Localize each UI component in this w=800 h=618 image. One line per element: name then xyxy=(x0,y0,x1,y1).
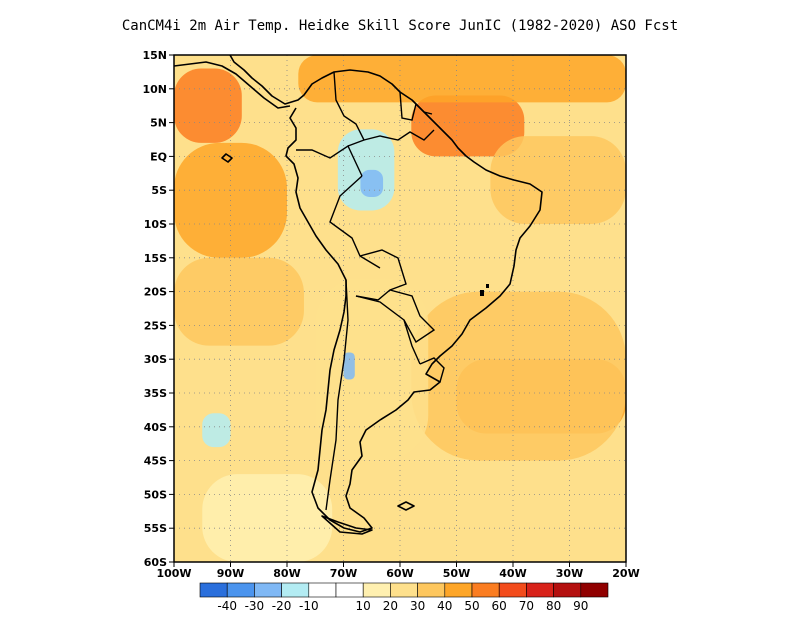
lon-tick-label: 100W xyxy=(156,567,191,580)
border-argentina-north xyxy=(355,295,421,365)
colorbar-swatch xyxy=(390,582,418,598)
border-colombia-venezuela xyxy=(333,71,365,147)
colorbar-swatch xyxy=(254,582,282,598)
lon-tick-label: 30W xyxy=(556,567,583,580)
graticule xyxy=(174,55,626,562)
skill-region xyxy=(174,68,242,143)
border-paraguay xyxy=(389,289,436,344)
skill-region xyxy=(298,55,626,103)
colorbar-swatch xyxy=(553,582,582,598)
lat-tick-label: 10S xyxy=(144,218,167,231)
central-america-coastline xyxy=(174,61,291,109)
colorbar-swatch xyxy=(526,582,554,598)
skill-region xyxy=(315,278,429,461)
lon-tick-label: 50W xyxy=(443,567,470,580)
lat-tick-label: 15N xyxy=(142,49,167,62)
skill-region xyxy=(337,129,395,211)
lon-tick-label: 60W xyxy=(386,567,413,580)
border-colombia-peru xyxy=(296,144,363,177)
colorbar-label: 40 xyxy=(437,599,452,613)
colorbar-label: 20 xyxy=(383,599,398,613)
border-bolivia xyxy=(355,249,407,301)
lat-tick-label: 50S xyxy=(144,488,167,501)
colorbar-label: 70 xyxy=(519,599,534,613)
lat-tick-label: 30S xyxy=(144,353,167,366)
plot-area xyxy=(174,55,626,562)
colorbar-label: 10 xyxy=(356,599,371,613)
colorbar-label: -10 xyxy=(299,599,319,613)
colorbar-swatch xyxy=(580,582,609,598)
skill-region xyxy=(202,474,333,562)
skill-region xyxy=(411,291,626,461)
skill-region xyxy=(174,257,304,346)
tierra-del-fuego xyxy=(321,515,373,535)
lon-tick-label: 20W xyxy=(612,567,639,580)
lon-tick-label: 90W xyxy=(217,567,244,580)
lon-tick-label: 80W xyxy=(273,567,300,580)
colorbar-label: -40 xyxy=(217,599,237,613)
colorbar-swatch xyxy=(226,582,255,598)
longitude-tick-labels: 100W 90W 80W 70W 60W 50W 40W 30W 20W xyxy=(156,562,640,580)
lat-tick-label: 5S xyxy=(151,184,167,197)
border-chile-argentina xyxy=(325,279,349,511)
lon-tick-label: 40W xyxy=(499,567,526,580)
falkland-islands xyxy=(397,501,415,511)
colorbar-swatch xyxy=(308,582,337,598)
lat-tick-label: 15S xyxy=(144,252,167,265)
colorbar-swatch xyxy=(498,582,527,598)
colorbar: -40 -30 -20 -10 10 20 30 40 50 60 70 80 90 xyxy=(199,582,609,613)
lat-tick-label: 5N xyxy=(150,117,167,130)
skill-region xyxy=(411,95,525,157)
galapagos-islands xyxy=(221,153,233,163)
border-guianas xyxy=(399,91,433,121)
colorbar-label: 30 xyxy=(410,599,425,613)
border-brazil-north xyxy=(363,129,435,141)
skill-region xyxy=(490,136,626,224)
skill-region xyxy=(202,413,231,448)
lat-tick-label: 55S xyxy=(144,522,167,535)
colorbar-label: 60 xyxy=(492,599,507,613)
colorbar-swatch xyxy=(199,582,228,598)
lat-tick-label: 40S xyxy=(144,421,167,434)
colorbar-swatch xyxy=(471,582,500,598)
map-title: CanCM4i 2m Air Temp. Heidke Skill Score … xyxy=(121,18,679,34)
colorbar-swatch xyxy=(281,582,310,598)
border-peru-brazil xyxy=(329,175,381,269)
border-uruguay xyxy=(419,357,445,383)
colorbar-label: 50 xyxy=(464,599,479,613)
lat-tick-label: 20S xyxy=(144,286,167,299)
latitude-tick-labels: 15N 10N 5N EQ 5S 10S 15S 20S 25S 30S 35S 40S 45S 50S 5… xyxy=(142,49,174,569)
colorbar-label: -30 xyxy=(245,599,265,613)
skill-region xyxy=(360,169,384,197)
lon-tick-label: 70W xyxy=(330,567,357,580)
country-borders xyxy=(296,71,445,511)
lat-tick-label: 45S xyxy=(144,455,167,468)
colorbar-label: 90 xyxy=(573,599,588,613)
lat-tick-label: 25S xyxy=(144,319,167,332)
colorbar-label: 80 xyxy=(546,599,561,613)
colorbar-swatch xyxy=(444,582,473,598)
colorbar-label: -20 xyxy=(272,599,292,613)
lat-tick-label: EQ xyxy=(150,150,167,163)
lat-tick-label: 35S xyxy=(144,387,167,400)
lat-tick-label: 10N xyxy=(142,83,167,96)
colorbar-swatch xyxy=(335,582,364,598)
skill-regions xyxy=(174,55,626,562)
colorbar-swatch xyxy=(417,582,446,598)
skill-region xyxy=(343,352,355,380)
lat-tick-label: 60S xyxy=(144,556,167,569)
brazil-lakes xyxy=(480,284,489,296)
colorbar-swatch xyxy=(362,582,391,598)
